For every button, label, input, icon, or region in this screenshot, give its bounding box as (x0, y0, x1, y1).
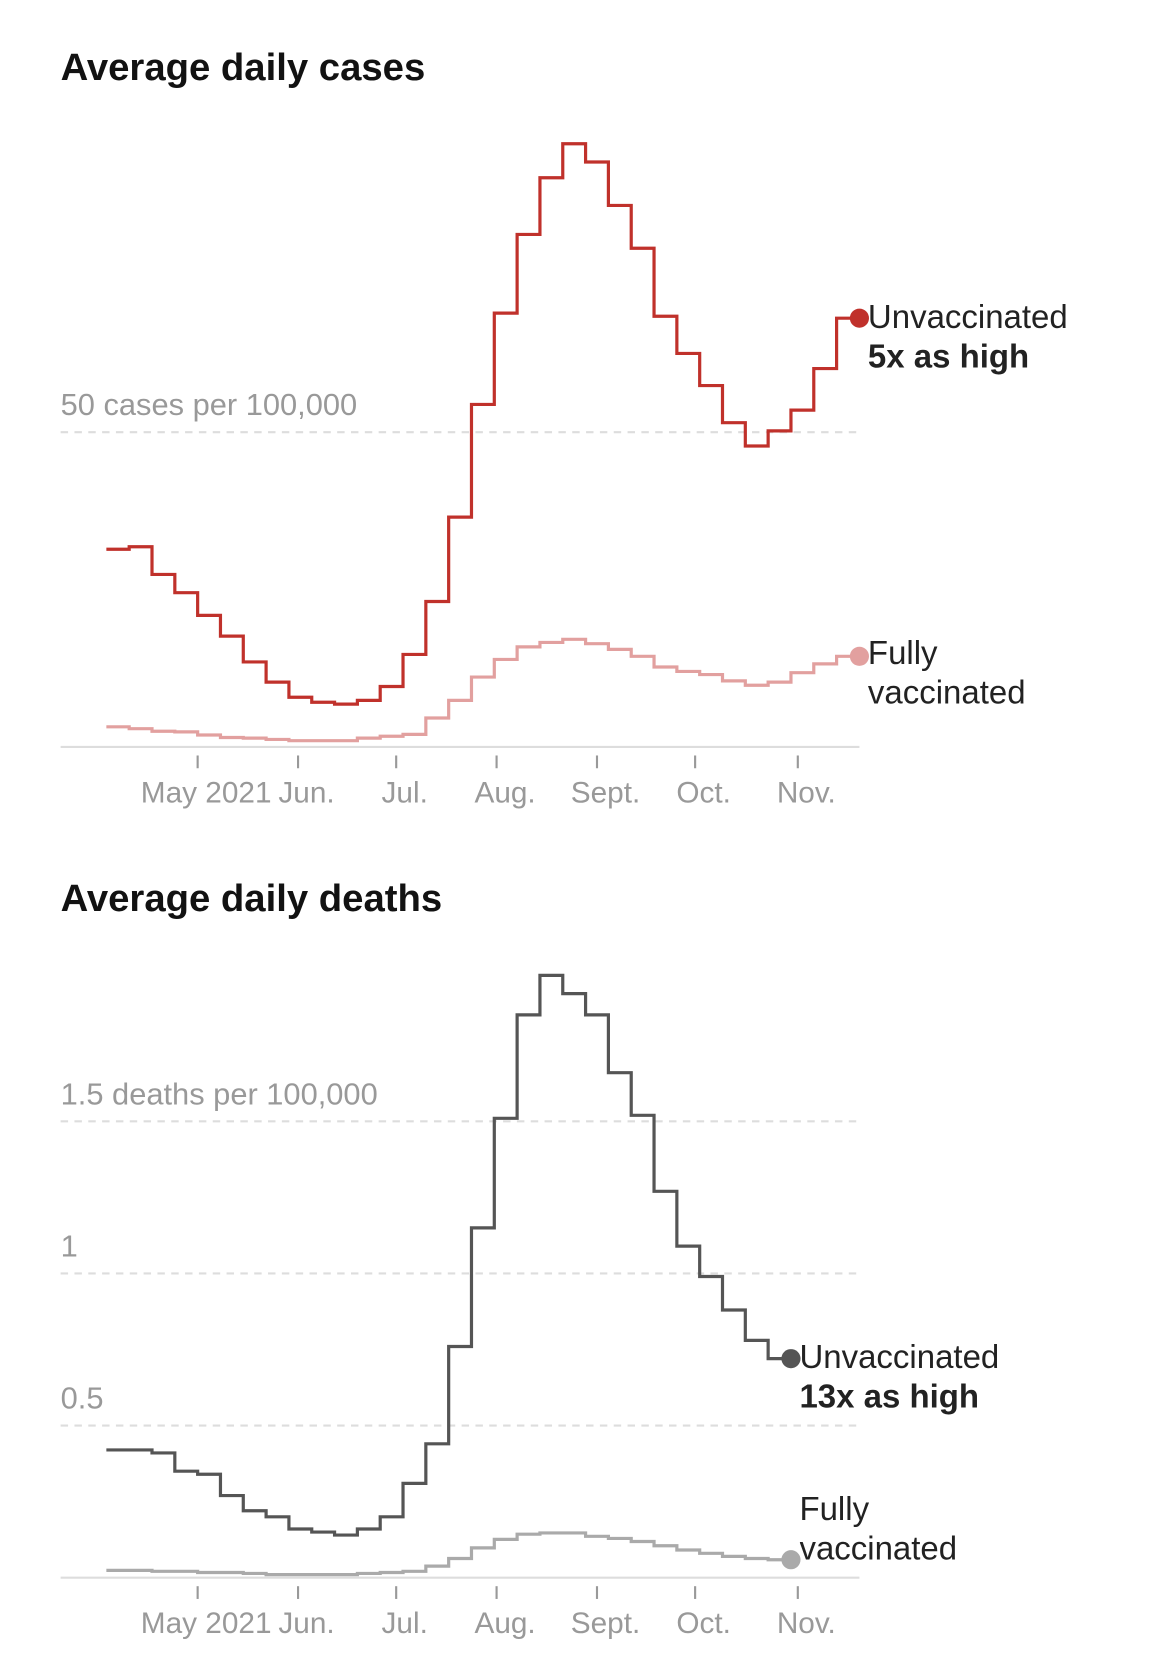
series-line (106, 973, 791, 1537)
series-label-box: Fully vaccinated (868, 633, 1059, 712)
y-tick-label: 50 cases per 100,000 (61, 387, 358, 422)
y-tick-label: 1 (61, 1228, 78, 1263)
x-tick-label: Sept. (571, 1607, 641, 1640)
y-tick-label: 0.5 (61, 1381, 104, 1416)
x-tick-label: Jul. (382, 776, 428, 809)
series-note: 13x as high (799, 1377, 980, 1416)
end-dot (781, 1349, 801, 1369)
x-tick-label: Nov. (777, 1607, 836, 1640)
series-label: Fully vaccinated (799, 1490, 990, 1569)
y-tick-label: 1.5 deaths per 100,000 (61, 1076, 378, 1111)
x-tick-label: Aug. (474, 776, 535, 809)
series-line (106, 1531, 791, 1577)
x-tick-label: Jul. (382, 1607, 428, 1640)
series-label: Fully vaccinated (868, 633, 1059, 712)
end-dot (849, 308, 869, 328)
legend-name: Unvaccinated (799, 1338, 1000, 1376)
x-tick-label: May 2021 (141, 776, 272, 809)
legend-name: Fully vaccinated (799, 1490, 958, 1568)
series-line (106, 637, 860, 743)
x-tick-label: Nov. (777, 776, 836, 809)
x-tick-label: Jun. (278, 776, 334, 809)
legend-name: Fully vaccinated (867, 633, 1026, 711)
x-tick-label: Oct. (676, 776, 731, 809)
x-tick-label: May 2021 (141, 1607, 272, 1640)
x-tick-label: Sept. (571, 776, 641, 809)
series-note: 5x as high (867, 337, 1030, 375)
series-label: Unvaccinated 13x as high (799, 1337, 1033, 1416)
legend-name: Unvaccinated (867, 297, 1068, 336)
chart-title: Average daily deaths (61, 877, 443, 920)
series-label: Unvaccinated 5x as high (868, 297, 1102, 376)
x-tick-label: Jun. (278, 1607, 334, 1640)
x-tick-label: Oct. (676, 1607, 731, 1640)
x-tick-label: Aug. (474, 1607, 535, 1640)
end-dot (781, 1550, 801, 1570)
chart-title: Average daily cases (61, 46, 426, 89)
series-label-box: Fully vaccinated (799, 1490, 990, 1569)
end-dot (849, 646, 869, 666)
series-line (106, 142, 860, 706)
